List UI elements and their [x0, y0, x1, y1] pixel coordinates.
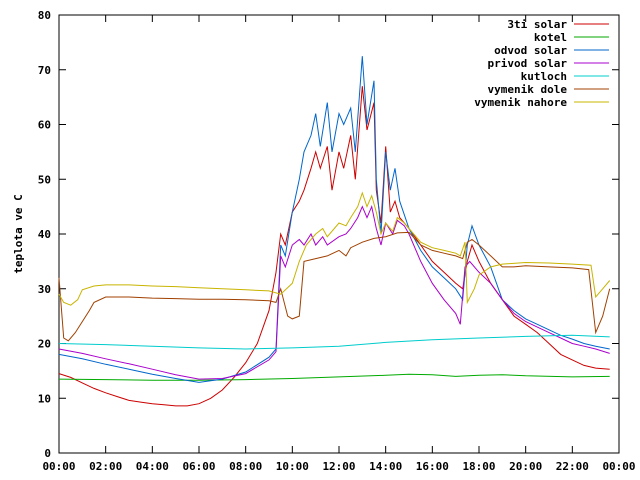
series-lines — [58, 56, 611, 407]
x-tick-label: 22:00 — [556, 460, 589, 473]
legend-label: 3ti solar — [507, 18, 567, 31]
legend-label: kotel — [534, 31, 567, 44]
x-tick-label: 10:00 — [276, 460, 309, 473]
y-tick-label: 20 — [38, 338, 51, 351]
series-line-3ti-solar — [58, 86, 610, 407]
x-tick-label: 06:00 — [182, 460, 215, 473]
x-tick-label: 02:00 — [89, 460, 122, 473]
legend-label: kutloch — [521, 70, 567, 83]
x-tick-label: 18:00 — [462, 460, 495, 473]
y-axis: 0 10 20 30 40 50 60 70 80 — [38, 9, 619, 460]
x-tick-label: 16:00 — [416, 460, 449, 473]
series-line-vymenik-dole — [58, 231, 611, 342]
x-tick-label: 08:00 — [229, 460, 262, 473]
x-tick-label: 04:00 — [136, 460, 169, 473]
x-tick-label: 00:00 — [42, 460, 75, 473]
y-tick-label: 80 — [38, 9, 51, 22]
legend-label: vymenik nahore — [474, 96, 567, 109]
x-tick-label: 14:00 — [369, 460, 402, 473]
series-line-kutloch — [58, 334, 610, 350]
y-tick-label: 0 — [44, 447, 51, 460]
y-tick-label: 10 — [38, 392, 51, 405]
series-line-kotel — [58, 373, 610, 381]
x-axis: 00:00 02:00 04:00 06:00 08:00 10:00 12:00 14:00… — [42, 15, 636, 473]
series-line-privod-solar — [58, 204, 610, 380]
series-line-vymenik-nahore — [58, 191, 611, 306]
x-tick-label: 20:00 — [509, 460, 542, 473]
x-tick-label: 12:00 — [322, 460, 355, 473]
legend-label: odvod solar — [494, 44, 567, 57]
y-axis-label: teplota ve C — [12, 194, 25, 273]
y-tick-label: 50 — [38, 173, 51, 186]
legend-label: privod solar — [488, 57, 568, 70]
y-tick-label: 70 — [38, 64, 51, 77]
y-tick-label: 40 — [38, 228, 51, 241]
y-tick-label: 60 — [38, 119, 51, 132]
legend-label: vymenik dole — [488, 83, 568, 96]
x-tick-label: 00:00 — [602, 460, 635, 473]
y-tick-label: 30 — [38, 283, 51, 296]
